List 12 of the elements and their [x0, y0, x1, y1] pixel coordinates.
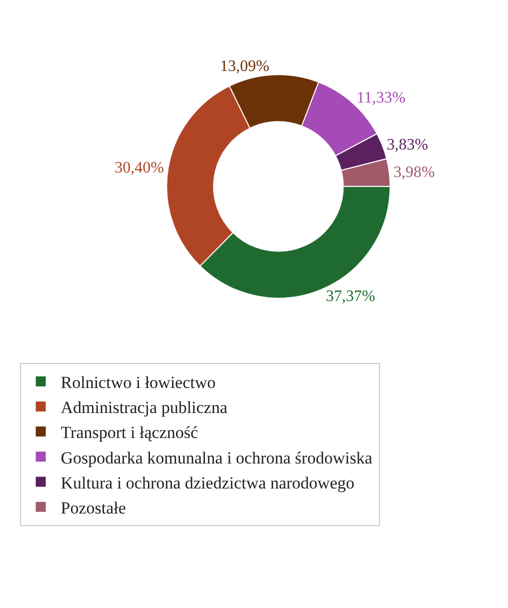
data-label: 13,09%	[220, 58, 270, 75]
data-label: 3,83%	[386, 136, 428, 154]
legend-label: Pozostałe	[60, 498, 126, 518]
legend-label: Kultura i ochrona dziedzictwa narodowego	[60, 473, 354, 492]
legend-label: Gospodarka komunalna i ochrona środowiska	[60, 448, 373, 468]
legend-label: Transport i łączność	[60, 423, 198, 442]
data-label: 30,40%	[114, 160, 164, 177]
data-label: 11,33%	[356, 89, 406, 106]
data-label: 3,98%	[394, 164, 435, 181]
legend-label: Rolnictwo i łowiectwo	[60, 372, 216, 392]
data-label: 37,37%	[326, 288, 376, 306]
legend-label: Administracja publiczna	[60, 398, 228, 418]
